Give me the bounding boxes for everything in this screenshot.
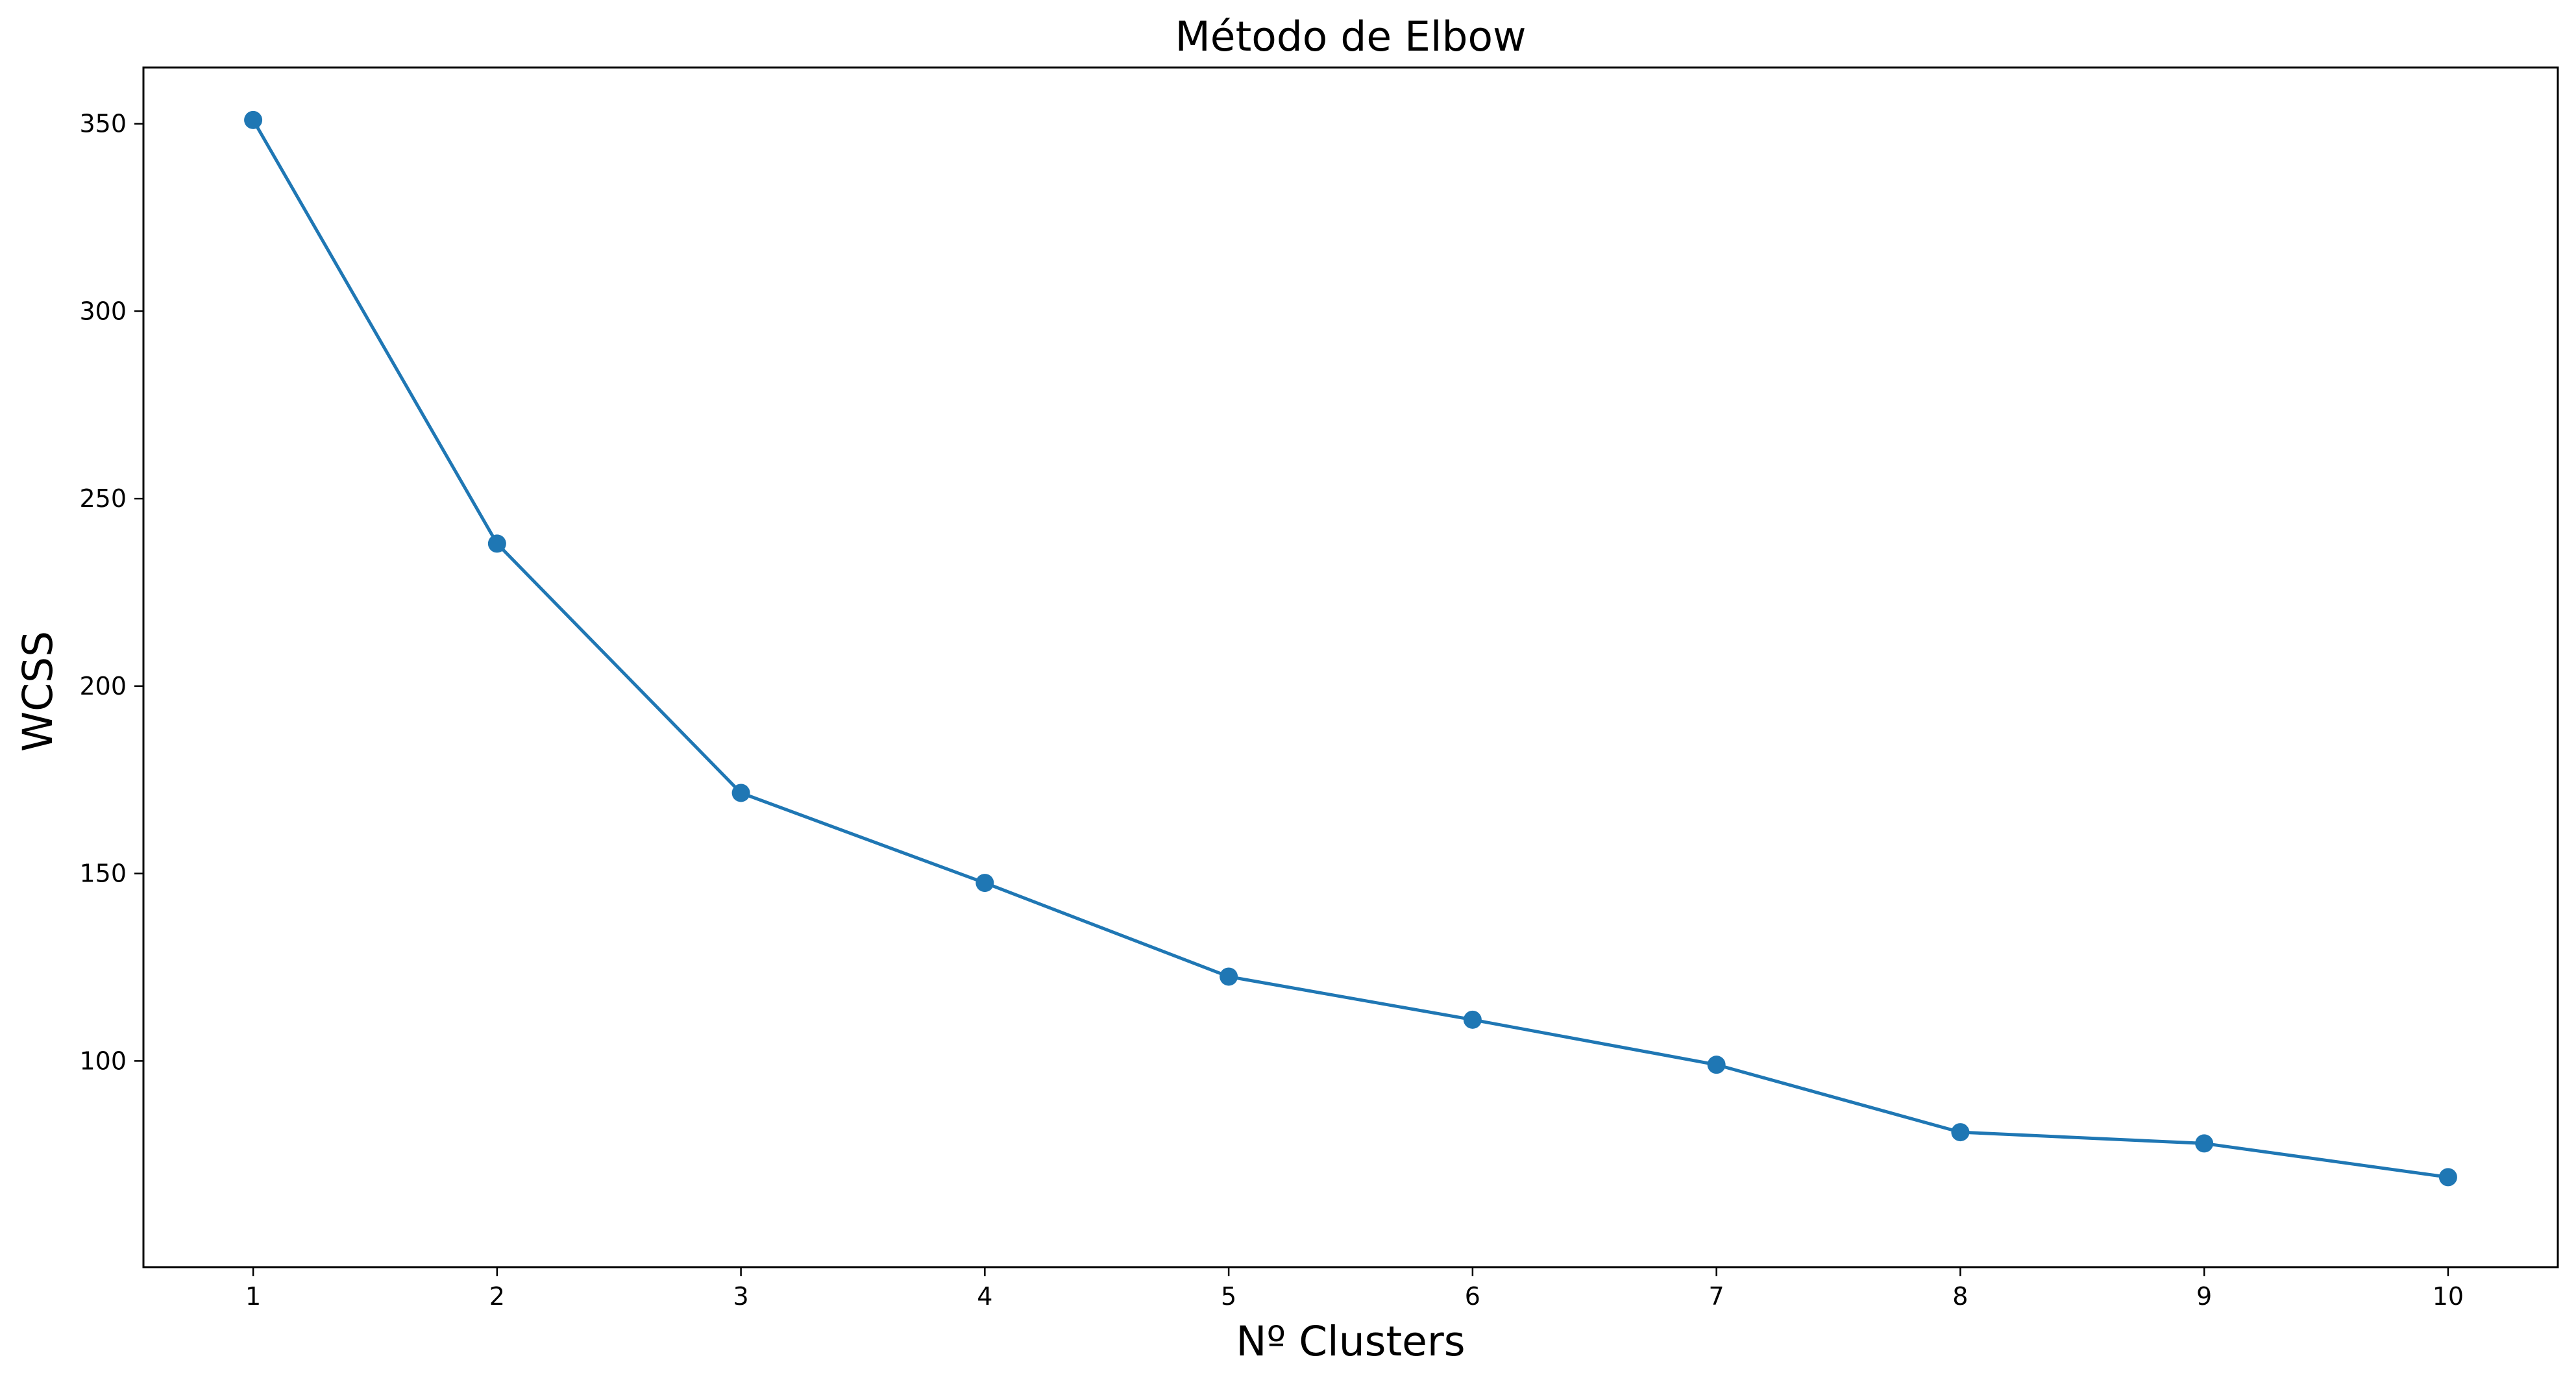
series-layer <box>244 110 2457 1187</box>
x-tick-label: 8 <box>1952 1282 1968 1311</box>
y-tick-label: 350 <box>79 110 127 138</box>
chart-title: Método de Elbow <box>1175 13 1526 60</box>
data-point <box>2195 1134 2214 1153</box>
x-tick-label: 2 <box>489 1282 505 1311</box>
x-tick-label: 9 <box>2196 1282 2212 1311</box>
x-tick-label: 6 <box>1465 1282 1480 1311</box>
data-point <box>244 110 263 129</box>
x-tick-label: 1 <box>245 1282 261 1311</box>
plot-frame <box>142 66 2559 1268</box>
data-point <box>1220 967 1238 986</box>
data-point <box>487 534 506 553</box>
x-tick-label: 3 <box>733 1282 749 1311</box>
x-axis-label: Nº Clusters <box>1236 1318 1465 1365</box>
data-point <box>2438 1168 2457 1187</box>
series-line <box>251 118 2450 1179</box>
x-tick-label: 7 <box>1709 1282 1724 1311</box>
x-tick-label: 5 <box>1221 1282 1236 1311</box>
x-tick-label: 10 <box>2433 1282 2464 1311</box>
y-tick-label: 100 <box>79 1046 127 1075</box>
data-point <box>975 874 994 893</box>
y-tick-label: 300 <box>79 297 127 325</box>
data-point <box>1707 1056 1726 1074</box>
y-axis-label: WCSS <box>14 631 62 752</box>
x-tick-label: 4 <box>977 1282 992 1311</box>
data-point <box>1951 1123 1970 1142</box>
y-tick-label: 250 <box>79 484 127 513</box>
x-axis-ticks: 1 2 3 4 5 6 7 8 9 10 <box>245 1267 2464 1311</box>
y-axis-ticks: 100 150 200 250 300 350 <box>79 110 143 1075</box>
data-point <box>1463 1010 1482 1029</box>
y-tick-label: 200 <box>79 672 127 700</box>
y-tick-label: 150 <box>79 859 127 888</box>
data-point <box>731 784 750 802</box>
